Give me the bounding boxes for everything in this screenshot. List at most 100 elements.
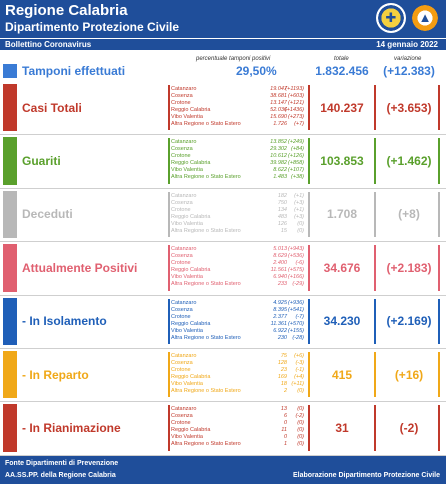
province-delta: (0)	[297, 434, 304, 441]
province-delta: (0)	[297, 420, 304, 427]
province-delta: (+541)	[287, 306, 304, 313]
pct-column-header: percentuale tamponi positivi	[196, 56, 271, 62]
tamponi-color-bar	[3, 64, 17, 78]
province-name: Catanzaro	[171, 353, 197, 359]
province-delta: (+858)	[287, 160, 304, 167]
province-value: 75	[280, 353, 287, 359]
province-row: Vibo Valentia 6.922 (+155)	[168, 328, 304, 334]
province-delta: (0)	[297, 227, 304, 234]
province-delta: (+126)	[287, 153, 304, 160]
province-name: Altra Regione o Stato Estero	[171, 281, 241, 288]
bulletin-label: Bollettino Coronavirus	[5, 40, 92, 49]
variation-box-border-right	[438, 85, 440, 131]
variation-column-header: variazione	[394, 56, 422, 62]
province-delta: (+570)	[287, 320, 304, 327]
header-bar: Regione Calabria Dipartimento Protezione…	[0, 0, 446, 38]
province-value: 182	[277, 192, 287, 199]
province-list: Catanzaro 13 (0) Cosenza 6 (-2) Crotone 0 (0) Reg…	[168, 406, 304, 449]
variation-box-border	[374, 245, 376, 291]
total-column-header: totale	[334, 56, 349, 62]
province-value: 2.377	[273, 313, 287, 320]
province-box-border	[168, 138, 170, 184]
section-total: 140.237	[320, 100, 364, 115]
province-value: 11	[281, 427, 287, 434]
province-name: Crotone	[171, 206, 191, 213]
province-row: Catanzaro 13 (0)	[168, 406, 304, 412]
province-delta: (+536)	[287, 253, 304, 260]
civil-protection-logo-icon: ▲	[410, 3, 440, 33]
province-value: 11.361	[270, 320, 287, 327]
province-row: Reggio Calabria 169 (+4)	[168, 374, 304, 380]
province-value: 4.925	[273, 299, 287, 306]
province-name: Cosenza	[171, 93, 193, 99]
province-row: Crotone 134 (+1)	[168, 207, 304, 213]
variation-box-border	[374, 85, 376, 131]
province-delta: (0)	[297, 441, 304, 448]
total-box-border	[308, 298, 310, 344]
section-label: - In Rianimazione	[22, 421, 121, 436]
province-name: Catanzaro	[171, 246, 197, 253]
province-row: Cosenza 750 (+3)	[168, 200, 304, 206]
province-value: 134	[277, 206, 287, 213]
province-delta: (+155)	[287, 327, 304, 334]
total-box-border	[308, 85, 310, 131]
province-value: 52.036	[270, 107, 287, 113]
province-value: 2.400	[273, 260, 287, 267]
province-row: Crotone 2.400 (-6)	[168, 260, 304, 266]
section-total: 34.230	[323, 314, 361, 329]
department-subtitle: Dipartimento Protezione Civile	[5, 20, 180, 34]
total-box-border	[308, 191, 310, 238]
province-delta: (+1436)	[284, 107, 304, 113]
section-label: - In Reparto	[22, 367, 89, 382]
province-name: Altra Regione o Stato Estero	[171, 334, 241, 341]
province-name: Catanzaro	[171, 299, 197, 306]
province-row: Altra Regione o Stato Estero 2 (0)	[168, 388, 304, 394]
section-divider	[0, 134, 446, 136]
province-box-border	[168, 352, 170, 398]
section-rianimazione: - In Rianimazione Catanzaro 13 (0) Cosenza 6 (…	[0, 402, 446, 456]
section-variation: (+2.183)	[386, 260, 432, 275]
section-color-bar	[3, 297, 17, 345]
province-value: 233	[277, 281, 287, 288]
section-divider	[0, 401, 446, 403]
section-color-bar	[3, 244, 17, 292]
province-value: 1	[283, 441, 287, 448]
province-name: Catanzaro	[171, 86, 197, 92]
section-divider	[0, 241, 446, 243]
province-delta: (+6)	[294, 353, 304, 359]
province-name: Catanzaro	[171, 192, 197, 199]
section-label: Attualmente Positivi	[22, 260, 138, 275]
province-row: Reggio Calabria 39.982 (+858)	[168, 160, 304, 166]
province-delta: (+273)	[287, 114, 304, 120]
province-delta: (0)	[297, 427, 304, 434]
section-color-bar	[3, 190, 17, 239]
province-row: Cosenza 8.629 (+536)	[168, 253, 304, 259]
section-label: Guariti	[22, 154, 61, 169]
province-row: Cosenza 38.681 (+603)	[168, 93, 304, 99]
section-variation: (-2)	[399, 421, 419, 436]
variation-box-border-right	[438, 352, 440, 398]
province-delta: (0)	[297, 388, 304, 394]
tamponi-variation: (+12.383)	[383, 64, 435, 78]
province-box-border	[168, 245, 170, 291]
province-list: Catanzaro 75 (+6) Cosenza 128 (-3) Crotone 23 (-…	[168, 353, 304, 396]
province-box-border	[168, 405, 170, 451]
province-name: Reggio Calabria	[171, 374, 211, 380]
province-value: 750	[277, 199, 287, 206]
province-row: Altra Regione o Stato Estero 15 (0)	[168, 228, 304, 234]
province-delta: (+249)	[287, 139, 304, 146]
province-row: Catanzaro 13.852 (+249)	[168, 139, 304, 145]
variation-box-border	[374, 298, 376, 344]
province-row: Reggio Calabria 483 (+3)	[168, 214, 304, 220]
province-row: Catanzaro 5.013 (+943)	[168, 246, 304, 252]
province-row: Reggio Calabria 52.036 (+1436)	[168, 107, 304, 113]
province-name: Cosenza	[171, 253, 193, 260]
province-list: Catanzaro 5.013 (+943) Cosenza 8.629 (+536) Cr…	[168, 246, 304, 289]
province-name: Crotone	[171, 420, 191, 427]
province-value: 13.852	[270, 139, 287, 146]
province-name: Crotone	[171, 100, 191, 106]
province-box-border	[168, 85, 170, 131]
province-value: 6.940	[273, 274, 287, 281]
province-name: Crotone	[171, 313, 191, 320]
province-name: Vibo Valentia	[171, 381, 203, 387]
